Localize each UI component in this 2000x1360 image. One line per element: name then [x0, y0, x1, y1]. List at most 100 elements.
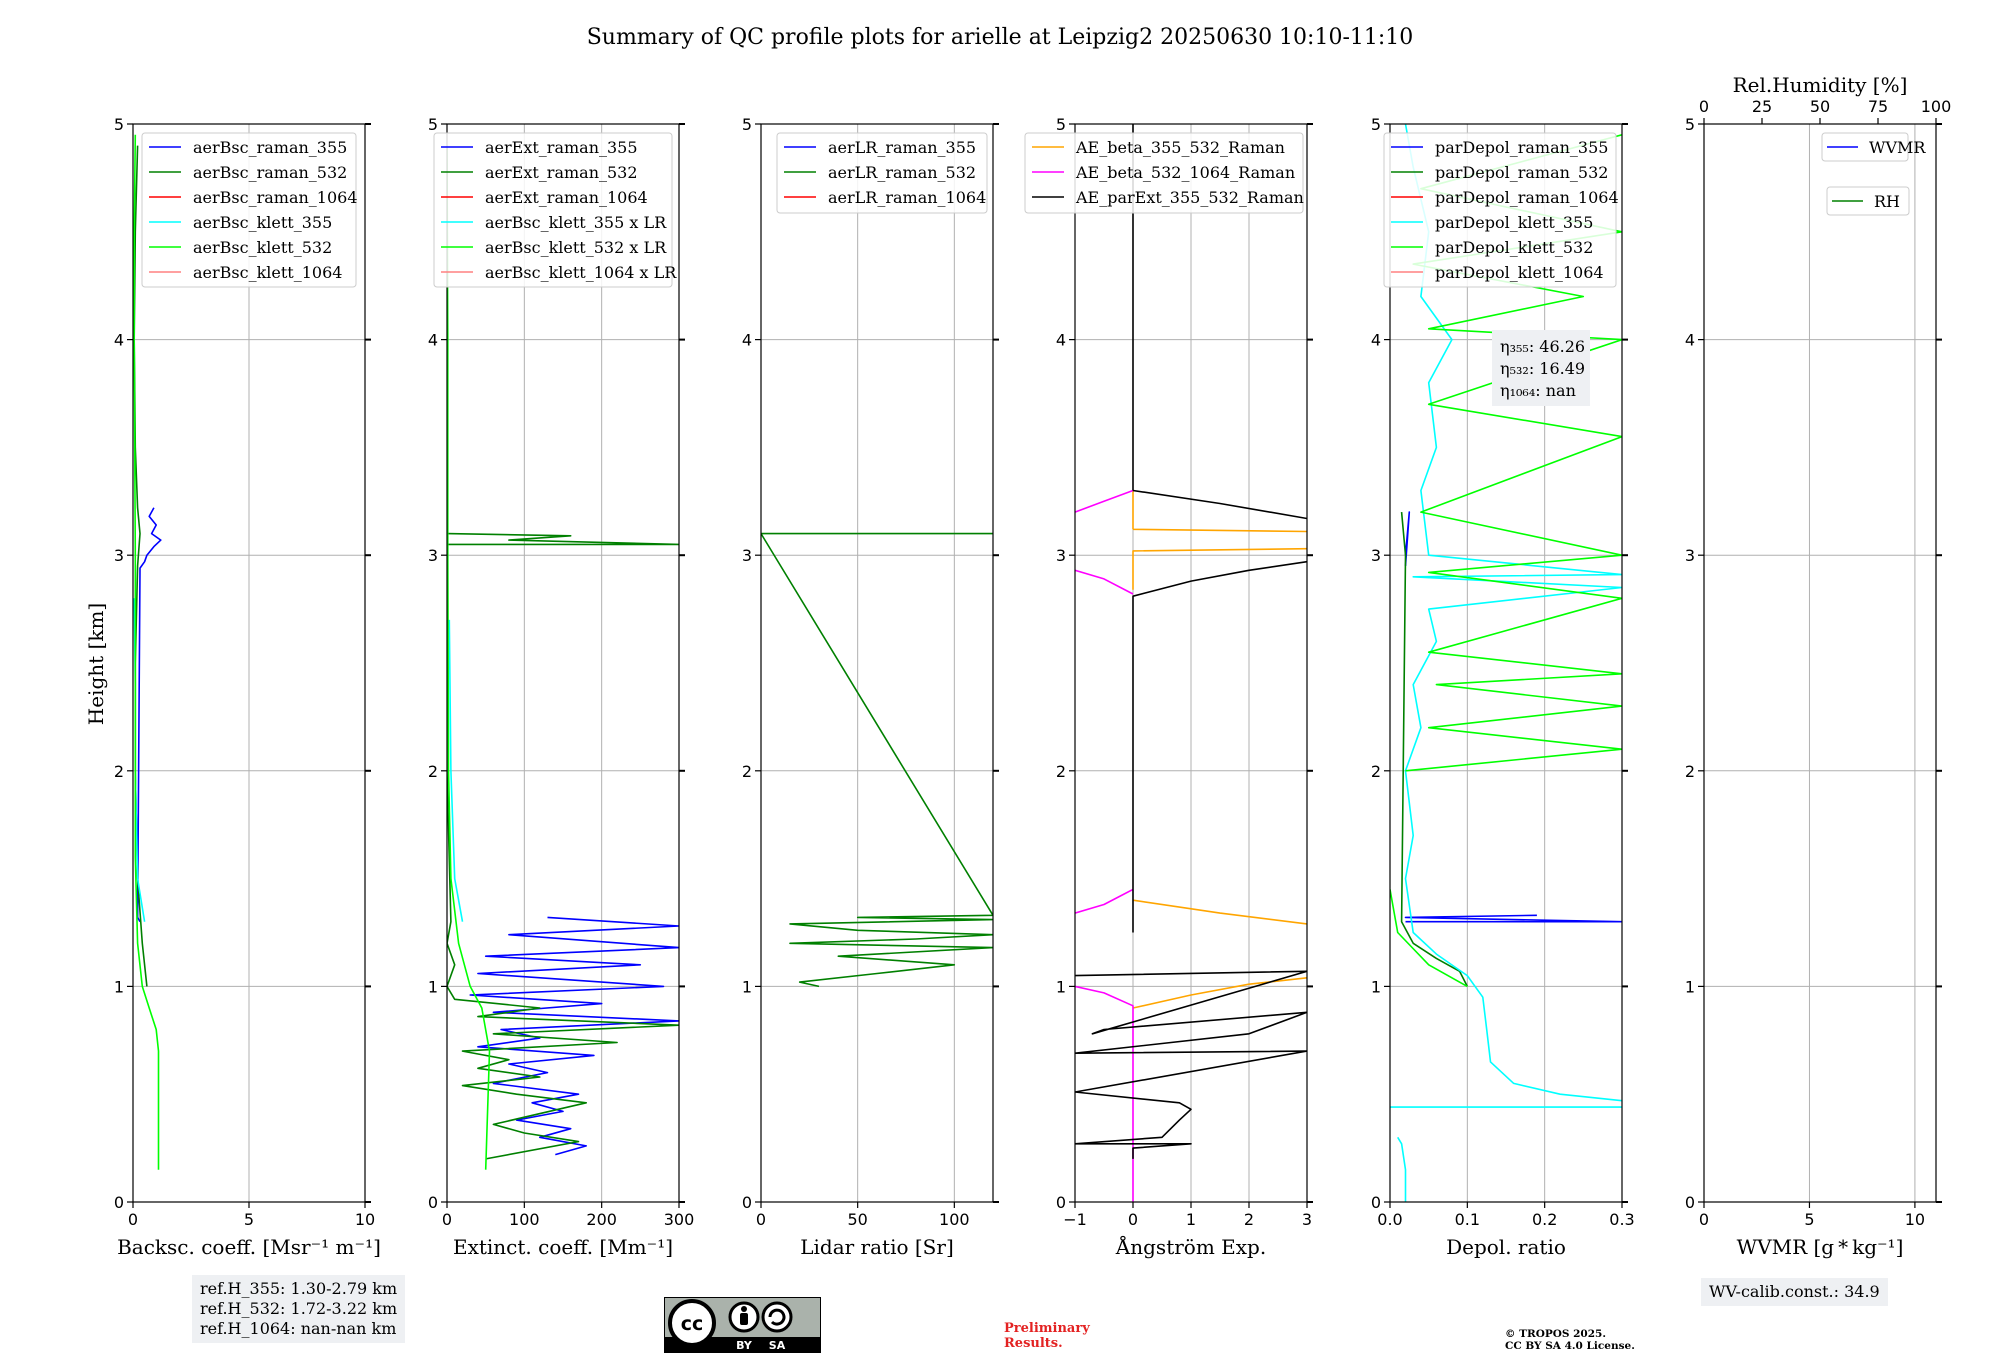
- y-axis-label: Height [km]: [84, 603, 108, 725]
- cc-icon: [668, 1299, 716, 1347]
- figure-title: Summary of QC profile plots for arielle …: [587, 25, 1414, 50]
- y-tick-label: 3: [428, 546, 438, 565]
- legend-label: aerLR_raman_532: [828, 163, 976, 182]
- series-aerExt_raman_355: [469, 916, 679, 1156]
- x-tick-label: 10: [1905, 1210, 1925, 1229]
- legend-label: RH: [1874, 192, 1900, 211]
- y-tick-label: 5: [428, 115, 438, 134]
- legend-label: aerBsc_klett_1064: [193, 263, 342, 282]
- top-x-tick-label: 25: [1752, 97, 1772, 116]
- eta-label: η₅₃₂: 16.49: [1500, 359, 1585, 378]
- wv-calib-text: WV-calib.const.: 34.9: [1709, 1282, 1880, 1301]
- y-tick-label: 4: [114, 331, 124, 350]
- series-aerExt_raman_532: [447, 532, 679, 1160]
- legend-box: [1383, 132, 1617, 288]
- x-tick-label: 100: [939, 1210, 970, 1229]
- series-aerBsc_raman_355: [136, 507, 162, 923]
- y-tick-label: 4: [742, 331, 752, 350]
- legend: AE_beta_355_532_Raman AE_beta_532_1064_Ra…: [1024, 132, 1304, 214]
- share-alike-icon: [761, 1301, 793, 1333]
- y-tick-label: 4: [1685, 331, 1695, 350]
- legend-label: aerBsc_klett_355: [193, 213, 332, 232]
- x-tick-label: −1: [1063, 1210, 1087, 1229]
- legend-box: [433, 132, 673, 288]
- legend-label: aerLR_raman_355: [828, 138, 976, 157]
- x-tick-label: 0.2: [1532, 1210, 1557, 1229]
- y-tick-label: 3: [1685, 546, 1695, 565]
- legend-label: aerBsc_klett_355 x LR: [485, 213, 667, 232]
- x-tick-label: 100: [509, 1210, 540, 1229]
- ref-height-1064: ref.H_1064: nan-nan km: [200, 1319, 397, 1338]
- x-tick-label: 0.1: [1455, 1210, 1480, 1229]
- y-tick-label: 2: [1685, 762, 1695, 781]
- x-axis-label: Depol. ratio: [1446, 1235, 1566, 1259]
- x-tick-label: 0: [128, 1210, 138, 1229]
- top-x-axis-label: Rel.Humidity [%]: [1733, 73, 1908, 97]
- eta-label: η₃₅₅: 46.26: [1500, 337, 1585, 356]
- series-group: [1075, 124, 1307, 1202]
- top-x-tick-label: 0: [1699, 97, 1709, 116]
- y-tick-label: 2: [742, 762, 752, 781]
- series-AE_parExt_355_532_Raman: [1075, 124, 1307, 1159]
- y-tick-label: 0: [1371, 1193, 1381, 1212]
- y-tick-label: 0: [428, 1193, 438, 1212]
- x-axis-label: Extinct. coeff. [Mm⁻¹]: [453, 1235, 673, 1259]
- legend-label: aerExt_raman_1064: [485, 188, 648, 207]
- panel-backscatter: 0 5 10 0 1 2 3 4 5 Backsc. coeff. [Msr⁻¹ m⁻¹] aerB…: [114, 115, 381, 1259]
- legend-label: parDepol_klett_355: [1435, 213, 1593, 232]
- x-tick-label: 200: [586, 1210, 617, 1229]
- legend-box: [1821, 132, 1909, 162]
- x-tick-label: 5: [1804, 1210, 1814, 1229]
- legend-label: aerBsc_raman_355: [193, 138, 347, 157]
- plot-frame: [1389, 123, 1623, 1203]
- y-tick-label: 4: [1371, 331, 1381, 350]
- annotation-box: [1492, 330, 1590, 406]
- legend: aerBsc_raman_355 aerBsc_raman_532 aerBsc_r…: [141, 132, 358, 288]
- series-parDepol_raman_532: [1400, 512, 1469, 987]
- y-tick-label: 1: [428, 977, 438, 996]
- series-group: [447, 145, 679, 1170]
- y-tick-label: 0: [742, 1193, 752, 1212]
- copyright-line-2: CC BY SA 4.0 License.: [1505, 1340, 1635, 1352]
- x-axis-label: Backsc. coeff. [Msr⁻¹ m⁻¹]: [117, 1235, 381, 1259]
- y-tick-label: 4: [1056, 331, 1066, 350]
- legend-wvmr: WVMR: [1821, 132, 1926, 162]
- cc-by-sa-badge: cc BY SA: [664, 1297, 821, 1353]
- sa-text: SA: [769, 1339, 786, 1352]
- y-tick-label: 1: [1685, 977, 1695, 996]
- x-tick-label: 50: [847, 1210, 867, 1229]
- series-aerLR_raman_532: [761, 532, 993, 988]
- y-tick-label: 3: [1371, 546, 1381, 565]
- series-AE_beta_355_532_Raman: [1132, 490, 1307, 1009]
- cc-text: cc: [681, 1313, 704, 1335]
- top-x-tick-label: 75: [1868, 97, 1888, 116]
- y-tick-label: 0: [114, 1193, 124, 1212]
- y-tick-label: 2: [1056, 762, 1066, 781]
- y-tick-label: 1: [1056, 977, 1066, 996]
- by-text: BY: [736, 1339, 753, 1352]
- y-tick-label: 2: [114, 762, 124, 781]
- x-tick-label: 0: [756, 1210, 766, 1229]
- preliminary-line-1: Preliminary: [1004, 1321, 1090, 1336]
- y-tick-label: 4: [428, 331, 438, 350]
- legend-label: aerBsc_klett_1064 x LR: [485, 263, 677, 282]
- series-group: [133, 134, 162, 1170]
- x-tick-label: 5: [244, 1210, 254, 1229]
- legend-label: AE_parExt_355_532_Raman: [1075, 188, 1304, 207]
- series-aerBsc_klett_532: [133, 134, 160, 1170]
- panel-lidar_ratio: 0 50 100 0 1 2 3 4 5 Lidar ratio [Sr] aerLR_raman_…: [742, 115, 999, 1259]
- series-parDepol_klett_355: [1390, 124, 1622, 1202]
- x-tick-label: 2: [1244, 1210, 1254, 1229]
- top-x-tick-label: 100: [1921, 97, 1952, 116]
- x-tick-label: 3: [1302, 1210, 1312, 1229]
- eta-label: η₁₀₆₄: nan: [1500, 381, 1576, 400]
- x-axis-label: Ångström Exp.: [1115, 1234, 1266, 1259]
- legend-box: [1024, 132, 1304, 214]
- legend-label: aerBsc_raman_532: [193, 163, 347, 182]
- series-AE_beta_532_1064_Raman: [1075, 489, 1134, 1202]
- x-axis-label: WVMR [g * kg⁻¹]: [1737, 1235, 1904, 1259]
- legend-box: [776, 132, 988, 214]
- reference-heights-box: ref.H_355: 1.30-2.79 km ref.H_532: 1.72-…: [192, 1275, 406, 1343]
